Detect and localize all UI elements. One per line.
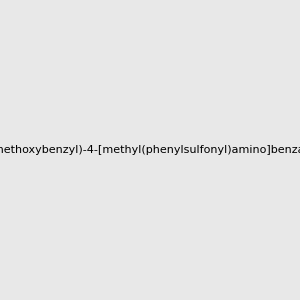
- Text: N-(2-methoxybenzyl)-4-[methyl(phenylsulfonyl)amino]benzamide: N-(2-methoxybenzyl)-4-[methyl(phenylsulf…: [0, 145, 300, 155]
